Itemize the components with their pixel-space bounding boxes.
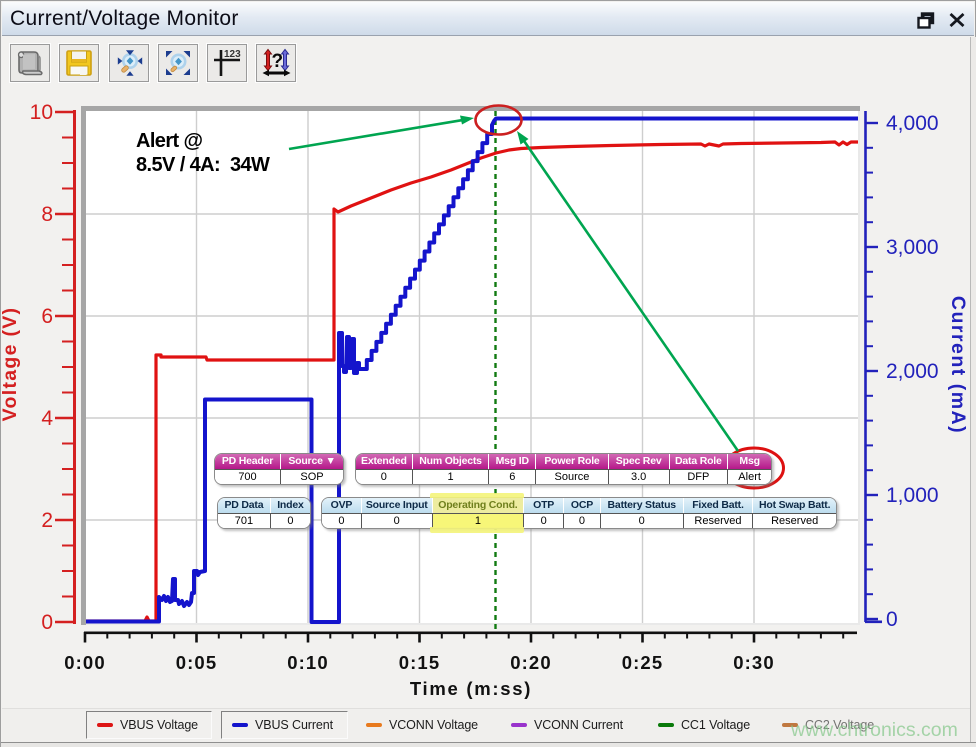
svg-text:123: 123 [224,49,241,60]
svg-text:0:30: 0:30 [733,652,774,673]
svg-text:4: 4 [41,407,53,430]
svg-text:0:20: 0:20 [510,652,551,673]
svg-text:2,000: 2,000 [886,360,939,383]
svg-text:1,000: 1,000 [886,484,939,507]
svg-text:0:05: 0:05 [176,652,217,673]
svg-text:8: 8 [41,203,53,226]
svg-text:0:10: 0:10 [287,652,328,673]
svg-text:0: 0 [886,608,898,631]
svg-text:6: 6 [41,305,53,328]
svg-text:10: 10 [30,101,53,124]
svg-text:Current (mA): Current (mA) [947,296,969,434]
svg-text:Voltage (V): Voltage (V) [1,307,21,422]
svg-text:0:25: 0:25 [622,652,663,673]
svg-text:3,000: 3,000 [886,236,939,259]
svg-text:4,000: 4,000 [886,112,939,135]
svg-text:?: ? [272,51,284,72]
svg-text:Time (m:ss): Time (m:ss) [410,678,532,699]
svg-text:Alert @: Alert @ [136,130,203,152]
svg-text:0: 0 [41,611,53,634]
svg-text:0:15: 0:15 [399,652,440,673]
svg-text:8.5V / 4A: 34W: 8.5V / 4A: 34W [136,154,270,176]
svg-text:2: 2 [41,509,53,532]
svg-text:0:00: 0:00 [64,652,105,673]
